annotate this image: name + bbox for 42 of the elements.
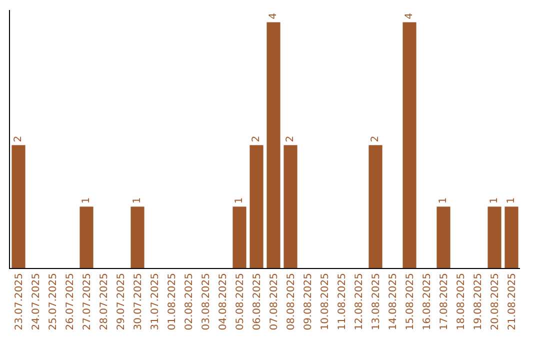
- x-tick-label: 10.08.2025: [320, 273, 331, 330]
- x-tick-label: 27.07.2025: [82, 273, 93, 330]
- x-tick-label: 28.07.2025: [98, 273, 110, 330]
- x-tick-label: 17.08.2025: [438, 273, 450, 330]
- x-tick-label: 24.07.2025: [30, 273, 42, 330]
- x-tick-label: 16.08.2025: [422, 273, 433, 330]
- data-label: 1: [489, 197, 500, 204]
- x-tick-label: 02.08.2025: [184, 273, 195, 330]
- x-tick-label: 31.07.2025: [150, 273, 161, 330]
- x-tick-label: 21.08.2025: [506, 273, 518, 330]
- x-tick-label: 06.08.2025: [252, 273, 263, 330]
- x-tick-label: 26.07.2025: [64, 273, 76, 330]
- data-label: 1: [438, 197, 449, 204]
- x-tick-label: 08.08.2025: [286, 273, 297, 330]
- data-label: 1: [506, 197, 517, 204]
- data-label: 4: [404, 12, 415, 20]
- x-tick-label: 01.08.2025: [166, 273, 178, 330]
- x-tick-label: 14.08.2025: [388, 273, 399, 330]
- x-tick-label: 04.08.2025: [218, 273, 229, 330]
- data-label: 1: [132, 197, 143, 204]
- x-tick-label: 07.08.2025: [268, 273, 280, 330]
- data-label: 2: [13, 136, 24, 142]
- x-tick-label: 15.08.2025: [404, 273, 416, 330]
- x-tick-label: 30.07.2025: [132, 273, 144, 330]
- x-tick-label: 05.08.2025: [234, 273, 246, 330]
- x-tick-label: 12.08.2025: [354, 273, 365, 330]
- x-tick-label: 03.08.2025: [200, 273, 212, 330]
- x-tick-label: 11.08.2025: [336, 273, 348, 330]
- data-label: 2: [251, 136, 262, 142]
- x-tick-label: 19.08.2025: [472, 273, 484, 330]
- data-label: 1: [234, 197, 245, 204]
- data-label: 2: [285, 136, 296, 142]
- data-label: 2: [370, 136, 381, 142]
- x-tick-label: 13.08.2025: [370, 273, 382, 330]
- x-tick-label: 09.08.2025: [302, 273, 314, 330]
- data-label: 4: [268, 12, 279, 20]
- x-tick-label: 23.07.2025: [14, 273, 25, 330]
- data-label: 1: [81, 197, 92, 204]
- x-tick-label: 25.07.2025: [48, 273, 59, 330]
- x-tick-label: 20.08.2025: [490, 273, 501, 330]
- x-tick-label: 18.08.2025: [456, 273, 467, 330]
- x-tick-label: 29.07.2025: [116, 273, 127, 330]
